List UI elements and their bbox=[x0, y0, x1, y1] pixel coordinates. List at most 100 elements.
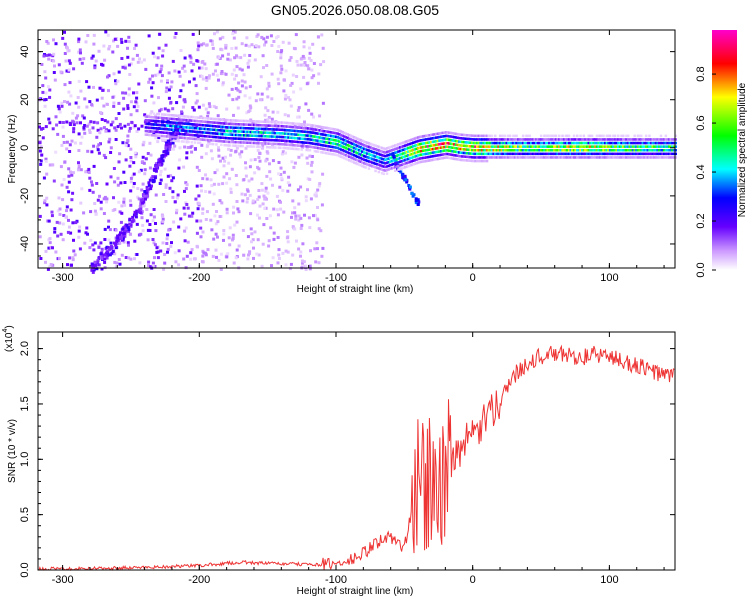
spectrogram-cell bbox=[93, 241, 97, 245]
spectrogram-cell bbox=[137, 82, 141, 86]
spectrogram-cell bbox=[633, 145, 636, 148]
spectrogram-cell bbox=[188, 115, 192, 119]
colorbar-gradient bbox=[712, 30, 737, 270]
spectrogram-cell bbox=[260, 92, 264, 96]
spectrogram-cell bbox=[118, 122, 122, 126]
spectrogram-cell bbox=[389, 160, 392, 163]
spectrogram-cell bbox=[257, 120, 261, 123]
spectrogram-cell bbox=[170, 179, 174, 183]
spectrogram-cell bbox=[400, 160, 403, 163]
spectrogram-cell bbox=[239, 141, 243, 144]
spectrogram-cell bbox=[308, 264, 312, 268]
spectrogram-cell bbox=[143, 172, 147, 176]
spectrogram-cell bbox=[607, 149, 610, 152]
spectrogram-cell bbox=[500, 149, 504, 152]
spectrogram-cell bbox=[423, 152, 426, 156]
spectrogram-cell bbox=[471, 148, 474, 152]
spectrogram-cell bbox=[208, 124, 212, 128]
spectrogram-cell bbox=[226, 137, 230, 140]
spectrogram-cell bbox=[308, 145, 312, 148]
spectrogram-cell bbox=[595, 134, 599, 138]
spectrogram-cell bbox=[214, 232, 218, 236]
spectrogram-cell bbox=[239, 56, 243, 60]
spectrogram-cell bbox=[300, 264, 304, 268]
spectrogram-cell bbox=[420, 146, 423, 149]
spectrogram-cell bbox=[261, 242, 265, 246]
spectrogram-cell bbox=[484, 152, 487, 156]
spectrogram-cell bbox=[654, 141, 658, 145]
spectrogram-cell bbox=[323, 144, 326, 147]
spectrogram-cell bbox=[302, 126, 305, 130]
spectrogram-cell bbox=[389, 156, 392, 160]
spectrogram-cell bbox=[122, 197, 126, 201]
spectrogram-cell bbox=[308, 127, 312, 130]
spectrogram-cell bbox=[348, 133, 351, 137]
spectrogram-cell bbox=[328, 145, 331, 148]
spectrogram-cell bbox=[622, 149, 625, 152]
spectrogram-cell bbox=[418, 157, 422, 160]
spectrogram-cell bbox=[293, 126, 297, 129]
spectrogram-cell bbox=[135, 253, 139, 256]
spectrogram-cell bbox=[631, 152, 635, 156]
spectrogram-cell bbox=[331, 153, 335, 156]
spectrogram-cell bbox=[451, 146, 454, 149]
spectrogram-cell bbox=[233, 56, 237, 60]
spectrogram-cell bbox=[382, 150, 385, 154]
spectrogram-cell bbox=[54, 115, 58, 119]
spectrogram-cell bbox=[666, 141, 669, 145]
spectrogram-cell bbox=[261, 138, 264, 141]
spectrogram-cell bbox=[414, 201, 418, 205]
spectrogram-cell bbox=[479, 141, 482, 145]
spectrogram-cell bbox=[497, 152, 500, 156]
spectrogram-cell bbox=[459, 147, 463, 151]
spectrogram-cell bbox=[497, 138, 500, 141]
spectrogram-cell bbox=[307, 145, 310, 148]
spectrogram-cell bbox=[98, 86, 102, 90]
spectrogram-cell bbox=[160, 154, 164, 158]
spectrogram-cell bbox=[626, 152, 630, 156]
spectrogram-cell bbox=[617, 156, 620, 159]
spectrogram-cell bbox=[280, 128, 284, 131]
spectrogram-cell bbox=[183, 145, 187, 149]
spectrogram-cell bbox=[410, 149, 413, 152]
spectrogram-cell bbox=[436, 139, 440, 143]
spectrogram-cell bbox=[433, 133, 436, 136]
spectrogram-cell bbox=[318, 182, 322, 186]
spectrogram-cell bbox=[161, 159, 165, 163]
spectrogram-cell bbox=[278, 185, 282, 189]
spectrogram-cell bbox=[357, 163, 361, 166]
spectrogram-cell bbox=[85, 80, 89, 84]
spectrogram-cell bbox=[174, 134, 178, 138]
spectrogram-cell bbox=[554, 145, 558, 148]
spectrogram-cell bbox=[206, 114, 210, 118]
spectrogram-cell bbox=[146, 126, 149, 129]
spectrogram-cell bbox=[141, 182, 145, 186]
spectrogram-cell bbox=[599, 138, 602, 141]
spectrogram-cell bbox=[71, 258, 75, 262]
spectrogram-cell bbox=[648, 134, 651, 138]
spectrogram-cell bbox=[338, 151, 341, 154]
spectrogram-cell bbox=[551, 152, 554, 156]
spectrogram-cell bbox=[251, 120, 254, 123]
spectrogram-cell bbox=[126, 55, 130, 59]
spectrogram-cell bbox=[644, 156, 648, 159]
spectrogram-cell bbox=[367, 160, 371, 163]
spectrogram-cell bbox=[152, 130, 156, 133]
spectrogram-cell bbox=[152, 112, 156, 115]
spectrogram-cell bbox=[415, 136, 418, 140]
spectrogram-cell bbox=[389, 164, 392, 167]
snr-xtick-label: -200 bbox=[188, 574, 210, 586]
spectrogram-cell bbox=[154, 114, 158, 118]
spectrogram-cell bbox=[592, 149, 595, 152]
spectrogram-cell bbox=[232, 113, 235, 117]
spectrogram-cell bbox=[229, 148, 233, 152]
spectrogram-cell bbox=[180, 110, 184, 114]
spectrogram-cell bbox=[480, 134, 484, 138]
spectrogram-cell bbox=[413, 155, 417, 158]
spectrogram-cell bbox=[99, 142, 102, 146]
spectrogram-cell bbox=[97, 151, 101, 155]
spectrogram-frame bbox=[37, 29, 676, 269]
spectrogram-cell bbox=[392, 148, 395, 151]
spectrogram-cell bbox=[198, 123, 202, 127]
spectrogram-cell bbox=[599, 134, 602, 138]
